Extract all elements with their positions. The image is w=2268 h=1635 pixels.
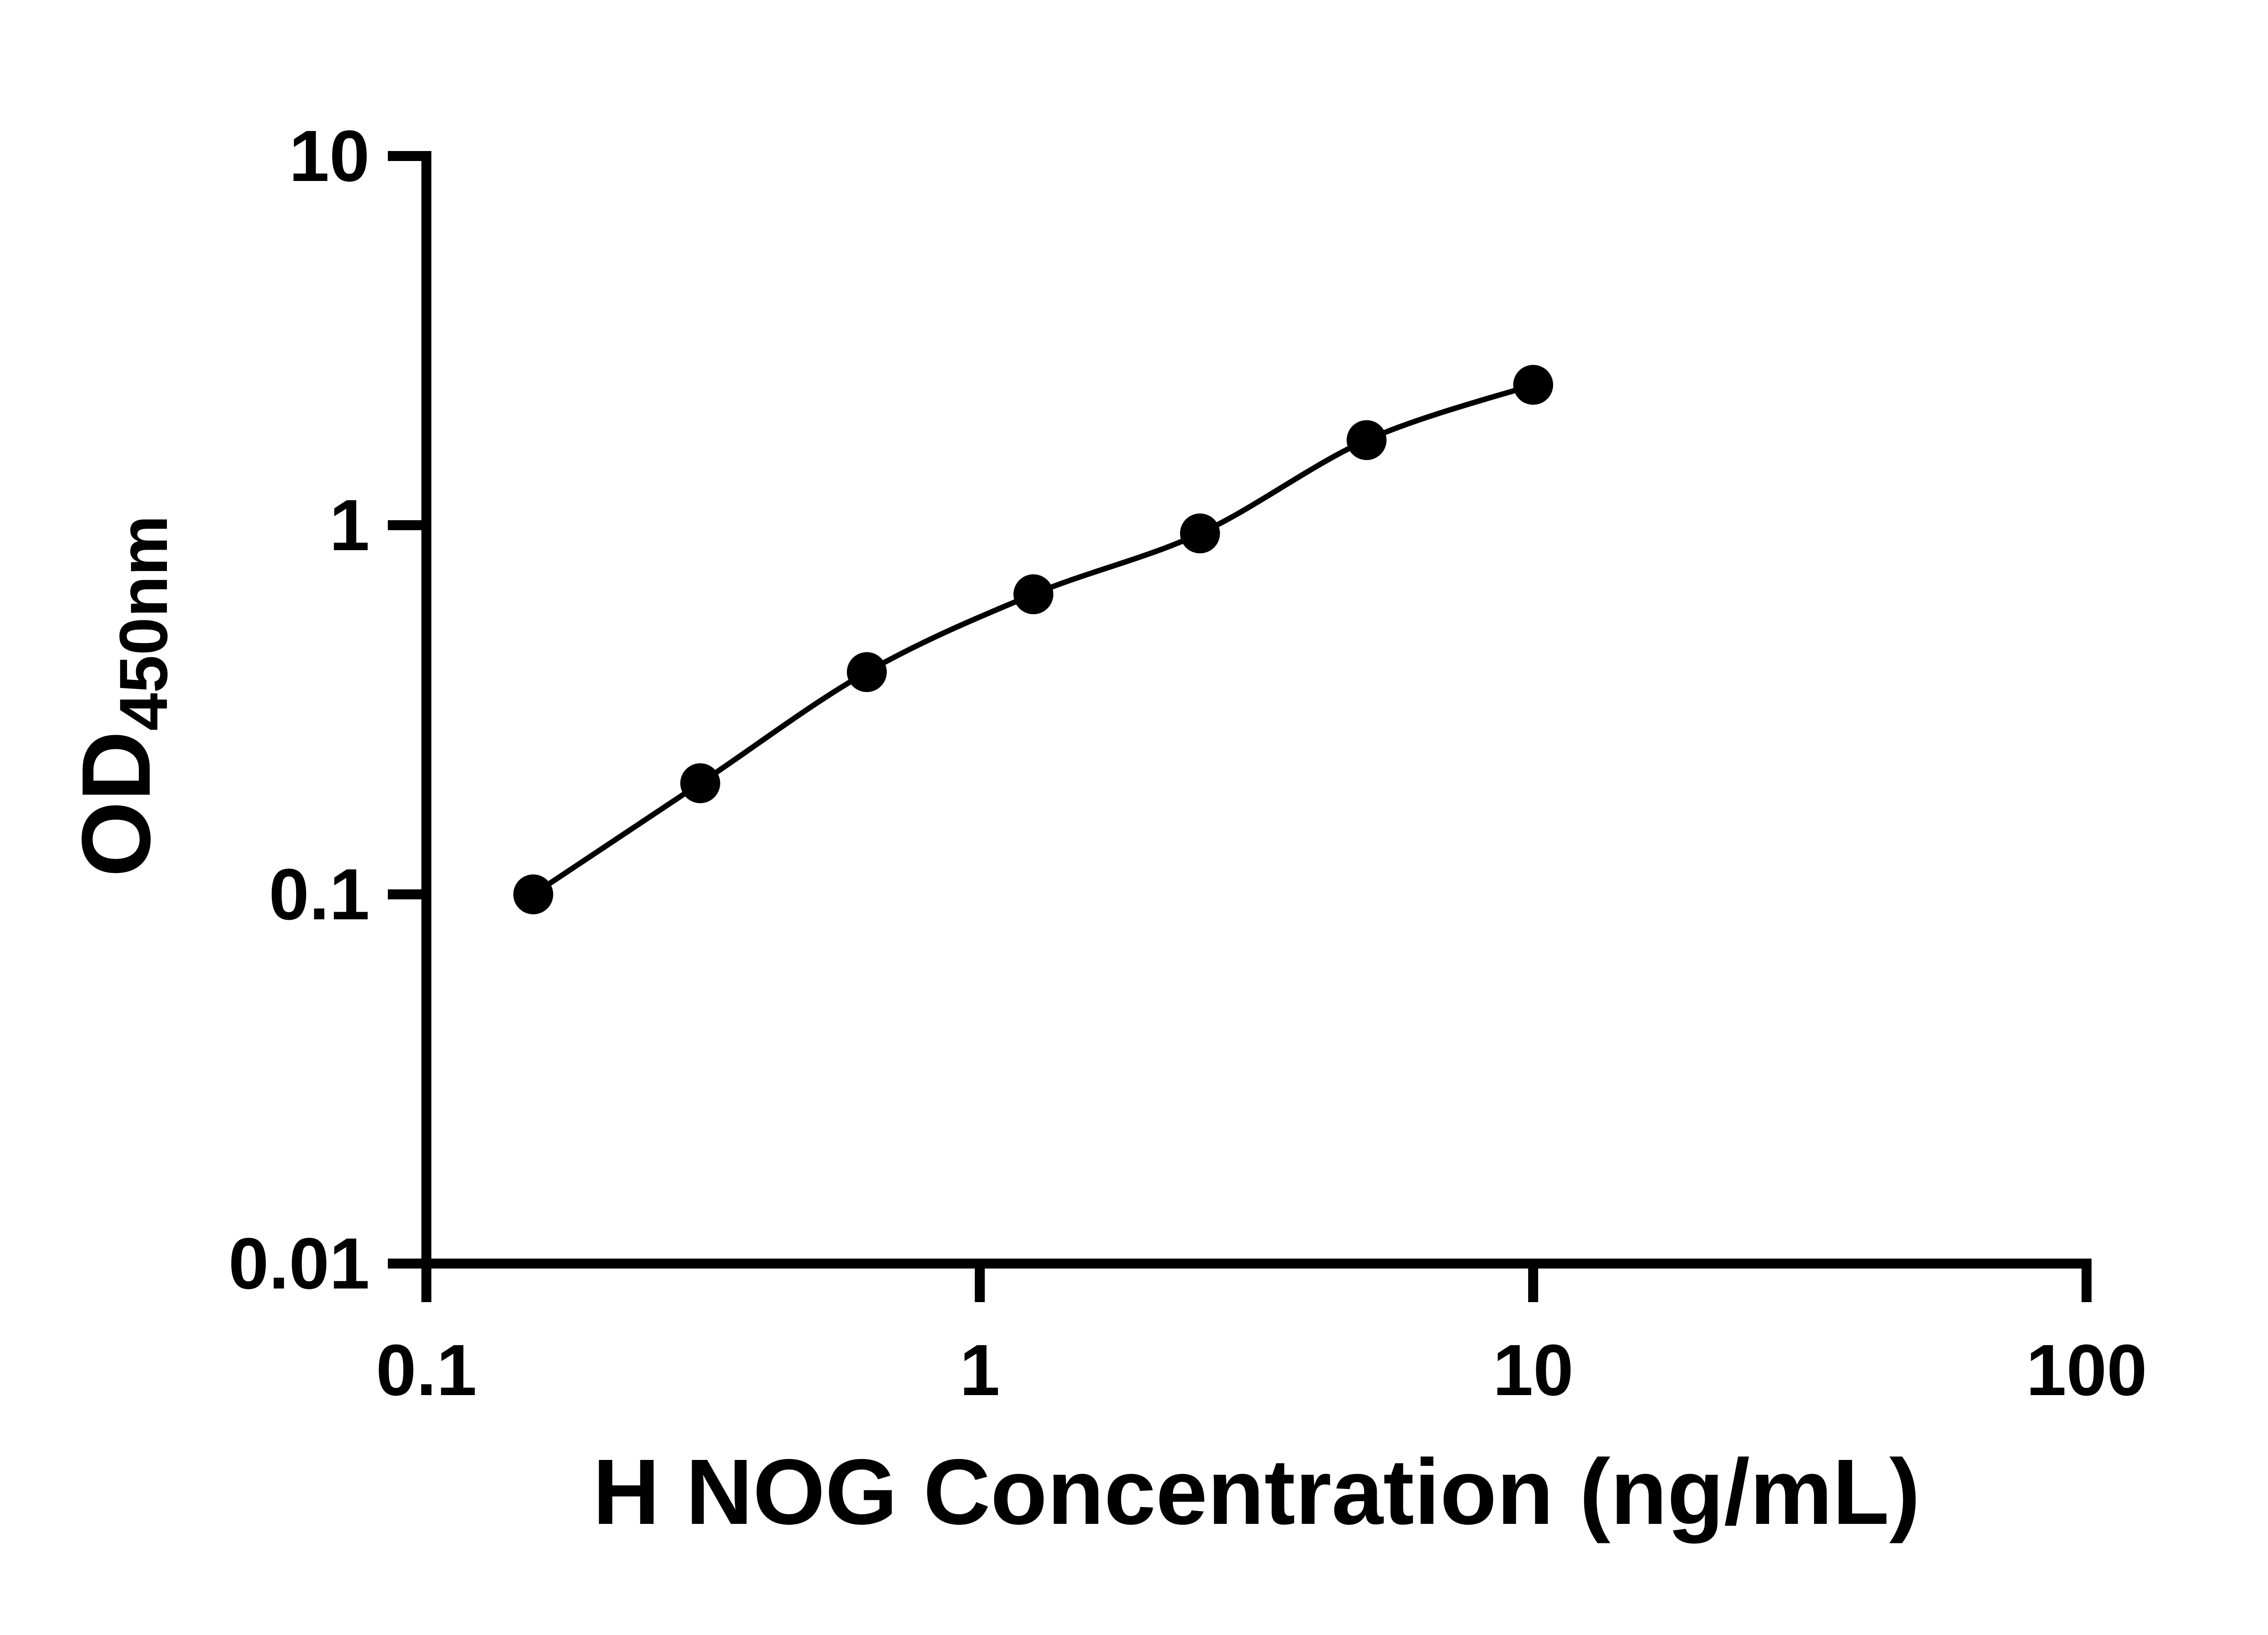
- y-tick-label: 1: [329, 484, 370, 566]
- x-tick-label: 1: [960, 1329, 1000, 1410]
- data-point: [513, 874, 553, 914]
- data-point: [680, 763, 720, 803]
- data-point: [846, 652, 887, 692]
- data-point: [1180, 513, 1220, 554]
- x-tick-label: 0.1: [376, 1329, 477, 1410]
- y-tick-label: 0.1: [269, 854, 370, 935]
- data-point: [1513, 365, 1553, 405]
- x-tick-label: 100: [2026, 1329, 2147, 1410]
- y-tick-label: 0.01: [229, 1223, 370, 1304]
- data-point: [1013, 574, 1054, 615]
- data-point: [1346, 420, 1387, 460]
- x-axis-title: H NOG Concentration (ng/mL): [593, 1440, 1921, 1544]
- y-axis-title: OD450nm: [61, 515, 181, 877]
- x-tick-label: 10: [1493, 1329, 1574, 1410]
- fit-curve: [532, 382, 1534, 897]
- y-tick-label: 10: [289, 115, 370, 196]
